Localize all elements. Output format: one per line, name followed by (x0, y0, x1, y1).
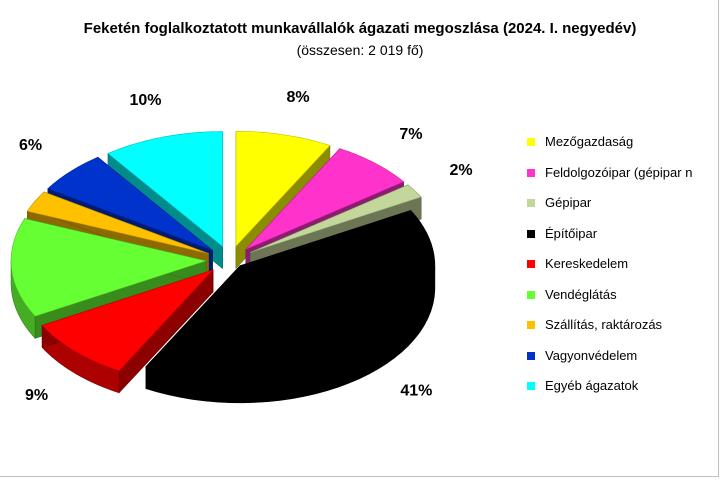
legend-label: Szállítás, raktározás (545, 317, 663, 332)
data-label-gepipar: 2% (449, 162, 472, 179)
pie-slice-mezogazdasag (235, 130, 331, 248)
legend-swatch (527, 168, 535, 177)
legend-swatch (527, 138, 535, 146)
legend-label: Kereskedelem (545, 256, 629, 271)
data-label-egyeb-agazatok: 10% (129, 92, 161, 109)
legend-label: Egyéb ágazatok (545, 378, 639, 393)
data-label-vagyonvedelem: 6% (19, 137, 42, 154)
data-label-mezogazdasag: 8% (286, 89, 309, 106)
data-label-feldolgozoipar-gepipar-nelkul: 7% (399, 126, 422, 143)
legend-label: Építőipar (545, 225, 598, 241)
legend-swatch (527, 382, 535, 390)
chart-title: Feketén foglalkoztatott munkavállalók ág… (83, 20, 637, 37)
legend-swatch (527, 290, 535, 299)
legend-label: Gépipar (545, 195, 592, 210)
pie-slice-gepipar (250, 184, 422, 253)
pie-slice-vagyonvedelem (47, 156, 213, 251)
legend-swatch (527, 321, 535, 329)
chart-subtitle: (összesen: 2 019 fő) (296, 42, 424, 58)
legend-swatch (527, 199, 535, 207)
legend-label: Mezőgazdaság (545, 134, 634, 149)
legend-swatch (527, 229, 535, 238)
legend-swatch (527, 351, 535, 360)
pie-slice-kereskedelem (41, 269, 215, 372)
pie-slice-vendeglatas (10, 218, 208, 317)
legend-label: Vagyonvédelem (545, 347, 638, 363)
legend-swatch (527, 260, 535, 268)
pie-slice-egyeb-agazatok (107, 131, 223, 248)
pie-slice-feldolgozoipar-gepipar-nelkul (245, 148, 405, 250)
data-label-epitoipar: 41% (400, 383, 432, 400)
pie-slice-szallitas-raktarozas (26, 191, 209, 254)
data-label-kereskedelem: 9% (25, 387, 48, 404)
legend-label: Vendéglátás (545, 286, 617, 302)
legend-label: Feldolgozóipar (gépipar n (545, 164, 693, 180)
pie-slice-epitoipar (145, 210, 436, 382)
